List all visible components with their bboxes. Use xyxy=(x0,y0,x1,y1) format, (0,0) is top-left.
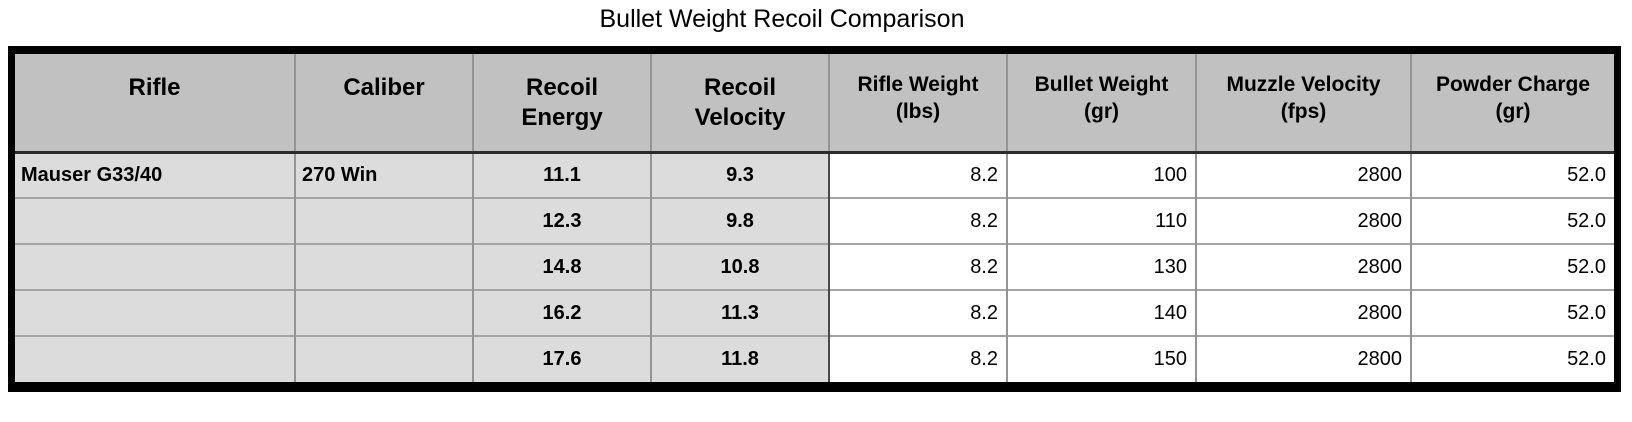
page-title: Bullet Weight Recoil Comparison xyxy=(599,5,965,33)
cell-powder-charge: 52.0 xyxy=(1410,289,1614,336)
table-row: 16.2 11.3 8.2 140 2800 52.0 xyxy=(15,289,1614,336)
cell-recoil-energy: 12.3 xyxy=(472,197,651,244)
table-row: 17.6 11.8 8.2 150 2800 52.0 xyxy=(15,335,1614,382)
cell-powder-charge: 52.0 xyxy=(1410,152,1614,198)
header-line: Caliber xyxy=(343,74,425,101)
cell-bullet-weight: 100 xyxy=(1006,152,1196,198)
cell-recoil-energy: 16.2 xyxy=(472,289,651,336)
cell-muzzle-velocity: 2800 xyxy=(1195,197,1411,244)
header-line: (gr) xyxy=(1084,100,1119,123)
recoil-table-frame: Rifle Caliber Recoil Energy Recoil Veloc… xyxy=(8,46,1621,392)
col-header-rifle-weight: Rifle Weight (lbs) xyxy=(828,54,1007,154)
col-header-recoil-velocity: Recoil Velocity xyxy=(650,54,829,154)
header-line: Energy xyxy=(521,104,603,131)
cell-recoil-velocity: 10.8 xyxy=(650,243,829,290)
cell-caliber xyxy=(294,197,473,244)
col-header-powder-charge: Powder Charge (gr) xyxy=(1410,54,1614,154)
table-row: 12.3 9.8 8.2 110 2800 52.0 xyxy=(15,197,1614,244)
cell-rifle xyxy=(15,243,295,290)
cell-caliber xyxy=(294,243,473,290)
header-line: Recoil xyxy=(703,74,777,101)
col-header-muzzle-velocity: Muzzle Velocity (fps) xyxy=(1195,54,1411,154)
header-line: (lbs) xyxy=(895,100,941,123)
col-header-bullet-weight: Bullet Weight (gr) xyxy=(1006,54,1196,154)
header-line: Powder Charge xyxy=(1435,73,1591,96)
cell-caliber: 270 Win xyxy=(294,152,473,198)
table-row: Mauser G33/40 270 Win 11.1 9.3 8.2 100 2… xyxy=(15,152,1614,198)
cell-recoil-velocity: 9.3 xyxy=(650,152,829,198)
header-line: Recoil xyxy=(525,74,599,101)
cell-powder-charge: 52.0 xyxy=(1410,335,1614,382)
cell-rifle xyxy=(15,197,295,244)
cell-caliber xyxy=(294,289,473,336)
cell-bullet-weight: 110 xyxy=(1006,197,1196,244)
cell-recoil-velocity: 11.3 xyxy=(650,289,829,336)
header-line: Muzzle Velocity xyxy=(1226,73,1381,96)
col-header-rifle: Rifle xyxy=(15,54,295,154)
cell-caliber xyxy=(294,335,473,382)
cell-rifle: Mauser G33/40 xyxy=(15,152,295,198)
header-row: Rifle Caliber Recoil Energy Recoil Veloc… xyxy=(15,54,1614,154)
cell-bullet-weight: 140 xyxy=(1006,289,1196,336)
cell-rifle-weight: 8.2 xyxy=(828,152,1007,198)
cell-recoil-velocity: 9.8 xyxy=(650,197,829,244)
cell-rifle xyxy=(15,335,295,382)
header-line: (fps) xyxy=(1280,100,1327,123)
cell-rifle-weight: 8.2 xyxy=(828,243,1007,290)
cell-muzzle-velocity: 2800 xyxy=(1195,335,1411,382)
header-line: Velocity xyxy=(694,104,786,131)
cell-muzzle-velocity: 2800 xyxy=(1195,289,1411,336)
cell-rifle-weight: 8.2 xyxy=(828,289,1007,336)
cell-recoil-energy: 17.6 xyxy=(472,335,651,382)
cell-muzzle-velocity: 2800 xyxy=(1195,152,1411,198)
cell-bullet-weight: 130 xyxy=(1006,243,1196,290)
header-line: Rifle Weight xyxy=(857,73,979,96)
cell-powder-charge: 52.0 xyxy=(1410,243,1614,290)
cell-rifle-weight: 8.2 xyxy=(828,335,1007,382)
header-line: Bullet Weight xyxy=(1034,73,1169,96)
cell-rifle-weight: 8.2 xyxy=(828,197,1007,244)
header-line: Rifle xyxy=(128,74,181,101)
cell-rifle xyxy=(15,289,295,336)
cell-bullet-weight: 150 xyxy=(1006,335,1196,382)
cell-recoil-energy: 14.8 xyxy=(472,243,651,290)
cell-recoil-energy: 11.1 xyxy=(472,152,651,198)
col-header-recoil-energy: Recoil Energy xyxy=(472,54,651,154)
table-row: 14.8 10.8 8.2 130 2800 52.0 xyxy=(15,243,1614,290)
cell-muzzle-velocity: 2800 xyxy=(1195,243,1411,290)
cell-powder-charge: 52.0 xyxy=(1410,197,1614,244)
cell-recoil-velocity: 11.8 xyxy=(650,335,829,382)
header-line: (gr) xyxy=(1495,100,1531,123)
recoil-comparison-table: Rifle Caliber Recoil Energy Recoil Veloc… xyxy=(15,54,1614,382)
col-header-caliber: Caliber xyxy=(294,54,473,154)
